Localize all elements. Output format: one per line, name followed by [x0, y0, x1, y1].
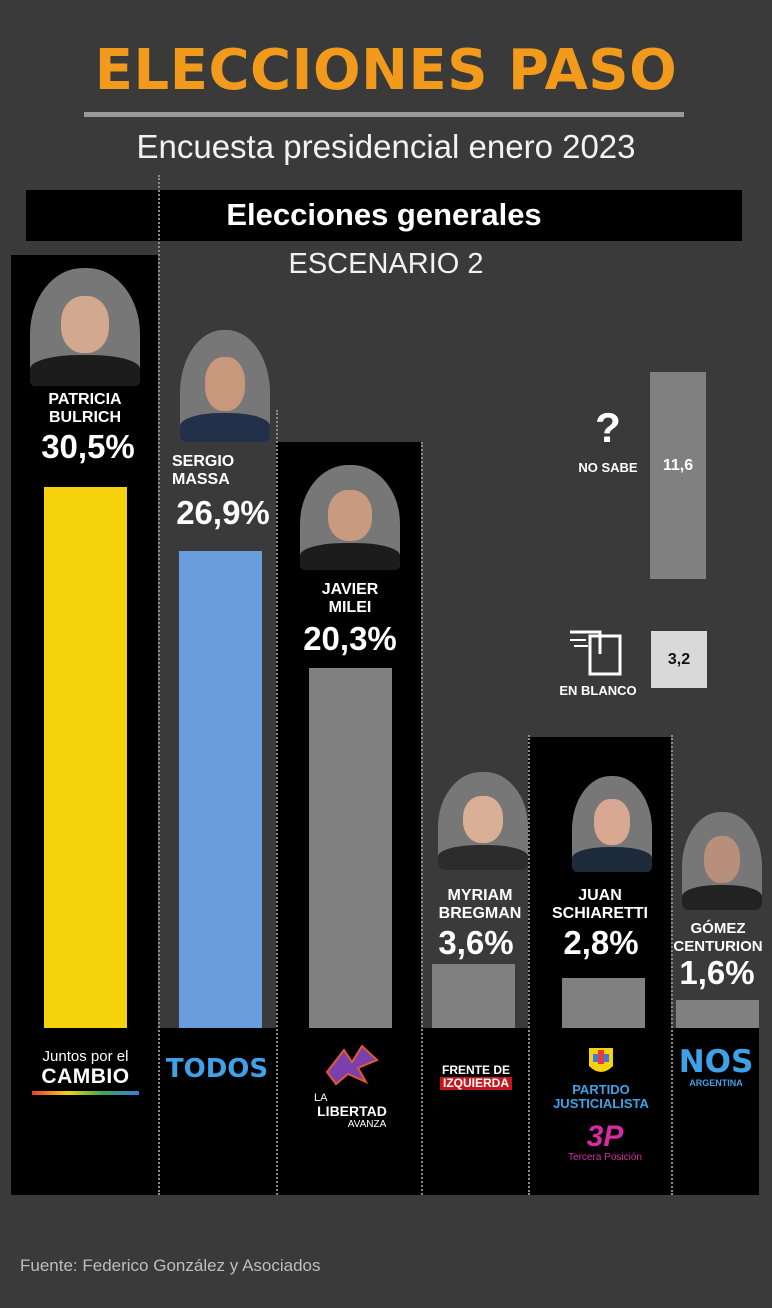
ballot-box-icon — [570, 630, 622, 676]
pct-label-schiaretti: 2,8% — [563, 924, 639, 961]
pct-label-centurion: 1,6% — [679, 954, 755, 991]
logo-todos: TODOS — [165, 1054, 269, 1084]
centurion-photo — [682, 812, 762, 910]
logo-tercera-posicion: 3P Tercera Posición — [568, 1120, 642, 1164]
lion-wings-icon — [325, 1044, 379, 1086]
panel-massa-logo — [158, 1028, 276, 1195]
panel-centurion-logo — [671, 1028, 759, 1195]
candidate-name-milei: JAVIER MILEI — [321, 581, 379, 616]
en-blanco-label: EN BLANCO — [559, 683, 637, 698]
section-title: Elecciones generales — [226, 197, 542, 232]
column-divider — [276, 410, 278, 1195]
candidate-name-bregman: MYRIAM BREGMAN — [438, 887, 522, 922]
question-mark-icon: ? — [595, 404, 621, 451]
candidate-name-centurion: GÓMEZ CENTURION — [673, 920, 763, 955]
logo-partido-justicialista: PARTIDO JUSTICIALISTA — [534, 1046, 668, 1111]
no-sabe-value: 11,6 — [662, 457, 694, 474]
source-note: Fuente: Federico González y Asociados — [20, 1256, 321, 1275]
column-divider — [528, 735, 530, 1195]
en-blanco-value: 3,2 — [667, 651, 691, 668]
section-header-bar — [26, 190, 742, 241]
column-divider — [421, 442, 423, 1195]
pct-label-milei: 20,3% — [303, 620, 397, 657]
logo-la-libertad-avanza: LA LIBERTAD AVANZA — [300, 1042, 404, 1130]
candidate-name-massa: SERGIO MASSA — [172, 453, 235, 488]
candidate-name-bulrich: PATRICIA BULRICH — [48, 391, 122, 426]
column-divider — [671, 735, 673, 1195]
bar-no-sabe — [650, 372, 706, 579]
pj-shield-icon — [589, 1048, 613, 1072]
logo-frente-de-izquierda: FRENTE DE IZQUIERDA — [440, 1063, 512, 1090]
pct-label-massa: 26,9% — [176, 494, 270, 531]
pct-label-bregman: 3,6% — [438, 924, 514, 961]
candidate-name-schiaretti: JUAN SCHIARETTI — [552, 887, 648, 922]
logo-juntos-por-el-cambio: Juntos por el CAMBIO — [18, 1048, 153, 1095]
scenario-label: ESCENARIO 2 — [288, 248, 484, 280]
schiaretti-photo — [572, 776, 652, 872]
pct-label-bulrich: 30,5% — [41, 428, 135, 465]
no-sabe-label: NO SABE — [578, 460, 638, 475]
title-underline — [84, 112, 684, 117]
bar-bregman — [432, 964, 515, 1028]
bulrich-photo — [30, 268, 140, 386]
column-divider — [158, 175, 160, 1195]
bar-centurion — [676, 1000, 759, 1028]
logo-nos-argentina: NOS ARGENTINA — [678, 1044, 754, 1088]
massa-photo — [180, 330, 270, 442]
bregman-photo — [438, 772, 528, 870]
milei-photo — [300, 465, 400, 570]
bar-massa — [179, 551, 262, 1028]
page-title: ELECCIONES PASO — [94, 38, 678, 103]
page-subtitle: Encuesta presidencial enero 2023 — [136, 128, 636, 165]
panel-bregman-logo — [421, 1028, 528, 1195]
